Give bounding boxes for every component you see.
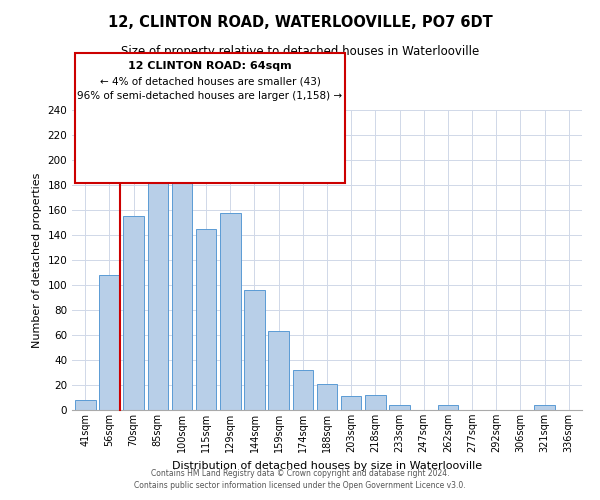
- Bar: [172, 166, 192, 410]
- Text: 12 CLINTON ROAD: 64sqm: 12 CLINTON ROAD: 64sqm: [128, 61, 292, 71]
- Bar: [389, 405, 410, 410]
- Bar: [534, 405, 555, 410]
- Text: 96% of semi-detached houses are larger (1,158) →: 96% of semi-detached houses are larger (…: [77, 91, 343, 101]
- Bar: [196, 229, 217, 410]
- Bar: [268, 331, 289, 410]
- X-axis label: Distribution of detached houses by size in Waterlooville: Distribution of detached houses by size …: [172, 460, 482, 470]
- Text: Contains public sector information licensed under the Open Government Licence v3: Contains public sector information licen…: [134, 481, 466, 490]
- Text: Size of property relative to detached houses in Waterlooville: Size of property relative to detached ho…: [121, 45, 479, 58]
- Y-axis label: Number of detached properties: Number of detached properties: [32, 172, 42, 348]
- Bar: [365, 395, 386, 410]
- Bar: [124, 216, 144, 410]
- Bar: [244, 290, 265, 410]
- Bar: [293, 370, 313, 410]
- Bar: [75, 400, 95, 410]
- Bar: [341, 396, 361, 410]
- Bar: [437, 405, 458, 410]
- Bar: [317, 384, 337, 410]
- Text: ← 4% of detached houses are smaller (43): ← 4% of detached houses are smaller (43): [100, 77, 320, 87]
- Bar: [148, 166, 168, 410]
- Text: 12, CLINTON ROAD, WATERLOOVILLE, PO7 6DT: 12, CLINTON ROAD, WATERLOOVILLE, PO7 6DT: [107, 15, 493, 30]
- Bar: [99, 275, 120, 410]
- Bar: [220, 212, 241, 410]
- Text: Contains HM Land Registry data © Crown copyright and database right 2024.: Contains HM Land Registry data © Crown c…: [151, 468, 449, 477]
